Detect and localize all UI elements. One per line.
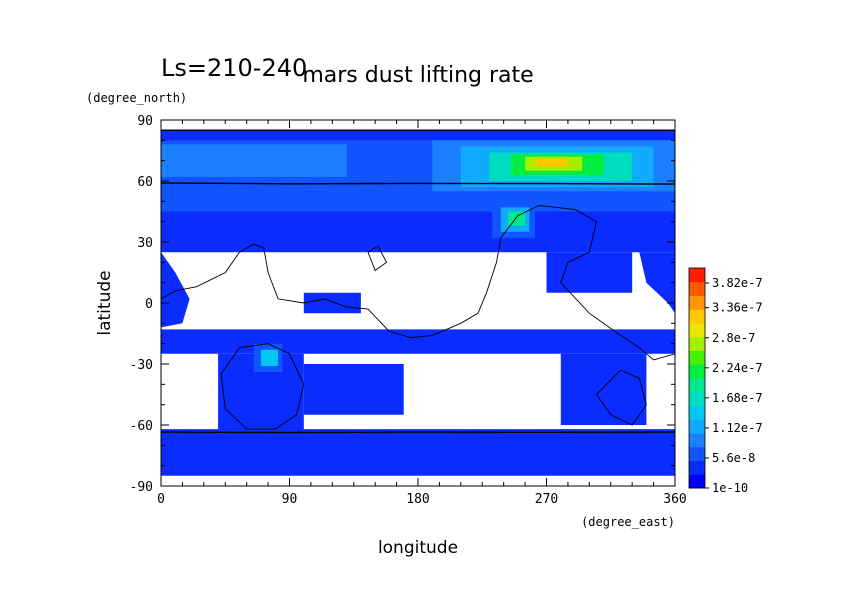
- colorbar: 1e-10 5.6e-8 1.12e-7 1.68e-7 2.24e-7 2.8e-7 3.…: [688, 267, 763, 495]
- field-region-9: [639, 252, 675, 314]
- colorbar-segment-1: [689, 460, 705, 475]
- y-tick-label-4: 30: [137, 236, 153, 251]
- contour-lines: [161, 129, 675, 434]
- colorbar-label-2: 1.12e-7: [712, 421, 763, 435]
- season-label: Ls=210-240: [161, 54, 307, 82]
- x-axis-label: longitude: [378, 538, 458, 558]
- colorbar-label-6: 3.36e-7: [712, 301, 763, 315]
- colorbar-label-5: 2.8e-7: [712, 331, 755, 345]
- field-region-11: [161, 144, 347, 177]
- colorbar-segment-15: [689, 268, 705, 283]
- contour-line-4: [220, 343, 305, 430]
- colorbar-label-4: 2.24e-7: [712, 361, 763, 375]
- field-region-22: [260, 349, 279, 366]
- colorbar-segment-4: [689, 419, 705, 434]
- field-region-20: [508, 211, 526, 226]
- y-units-label: (degree_north): [86, 91, 187, 105]
- y-tick-label-5: 60: [137, 175, 153, 190]
- colorbar-segment-5: [689, 405, 705, 420]
- colorbar-segment-3: [689, 433, 705, 448]
- colorbar-segment-8: [689, 364, 705, 379]
- contour-line-5: [596, 369, 647, 426]
- x-tick-label-3: 270: [535, 492, 558, 507]
- x-tick-label-4: 360: [663, 492, 686, 507]
- x-tick-label-1: 90: [282, 492, 298, 507]
- colorbar-segment-0: [689, 474, 705, 489]
- colorbar-label-0: 1e-10: [712, 481, 748, 495]
- field-region-8: [546, 252, 633, 293]
- colorbar-frame: [688, 267, 706, 489]
- x-tick-label-0: 0: [157, 492, 165, 507]
- field-region-1: [161, 329, 675, 354]
- y-tick-label-2: -30: [130, 358, 153, 373]
- field-region-7: [303, 292, 361, 314]
- x-units-label: (degree_east): [581, 515, 675, 529]
- colorbar-segment-11: [689, 323, 705, 338]
- x-tick-label-2: 180: [406, 492, 429, 507]
- contour-line-3: [161, 204, 675, 361]
- field-region-5: [303, 364, 404, 415]
- field-region-17: [535, 158, 568, 167]
- y-tick-label-0: -90: [130, 480, 153, 495]
- axis-ticks: 0 90 180 270 360 -90 -60 -30 0 30 60 90: [130, 114, 687, 507]
- y-tick-label-1: -60: [130, 419, 153, 434]
- field-region-6: [560, 353, 647, 425]
- contour-line-6: [367, 245, 388, 272]
- colorbar-segment-10: [689, 336, 705, 351]
- colorbar-segment-14: [689, 281, 705, 296]
- y-tick-label-6: 90: [137, 114, 153, 129]
- y-tick-label-3: 0: [145, 297, 153, 312]
- colorbar-label-7: 3.82e-7: [712, 276, 763, 290]
- colorbar-label-3: 1.68e-7: [712, 391, 763, 405]
- colorbar-segment-12: [689, 309, 705, 324]
- colorbar-segment-6: [689, 391, 705, 406]
- colorbar-label-1: 5.6e-8: [712, 451, 755, 465]
- colorbar-segment-13: [689, 295, 705, 310]
- colorbar-segment-7: [689, 378, 705, 393]
- field-region-4: [218, 353, 304, 436]
- field-region-3: [161, 252, 190, 328]
- contour-line-0: [161, 182, 675, 185]
- colorbar-segment-9: [689, 350, 705, 365]
- y-axis-label: latitude: [95, 270, 115, 335]
- chart-title: mars dust lifting rate: [302, 63, 533, 88]
- colorbar-segment-2: [689, 446, 705, 461]
- field-region-2: [161, 429, 675, 476]
